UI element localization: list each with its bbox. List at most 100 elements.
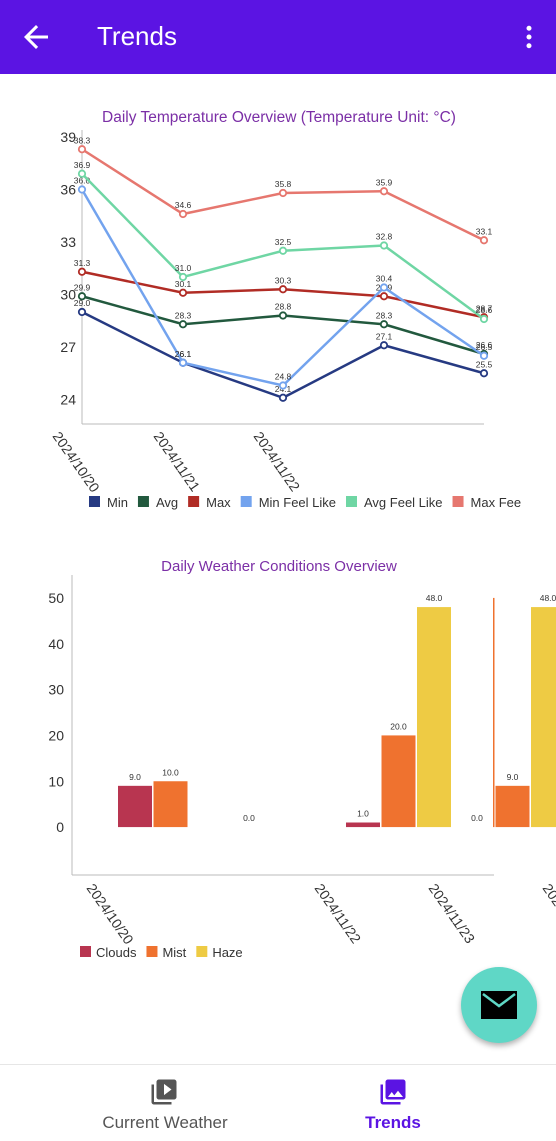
bar <box>346 822 380 828</box>
data-label: 25.5 <box>476 359 493 369</box>
chart-title: Daily Temperature Overview (Temperature … <box>102 109 456 126</box>
bar-group: 1.0 20.0 48.0 <box>346 593 451 828</box>
data-label: 33.1 <box>476 226 493 236</box>
y-tick-label: 39 <box>60 129 76 145</box>
x-tick-label: 2024/11/22 <box>312 881 365 947</box>
legend-swatch <box>452 496 464 507</box>
series-min-feel-like: 36.0 26.1 24.8 30.4 26.5 <box>74 176 493 390</box>
bottom-navigation: Current Weather Trends <box>0 1064 556 1141</box>
data-label: 36.0 <box>74 176 91 186</box>
y-tick-label: 33 <box>60 234 76 250</box>
data-label: 31.3 <box>74 258 91 268</box>
data-point <box>479 314 489 324</box>
series-avg-feel-like: 36.9 31.0 32.5 32.8 28.6 <box>74 160 493 324</box>
data-point <box>77 267 87 276</box>
data-point <box>379 283 389 292</box>
data-point <box>379 320 389 329</box>
data-label: 26.1 <box>175 349 192 359</box>
temperature-line-chart: Daily Temperature Overview (Temperature … <box>50 109 522 510</box>
data-label: 30.1 <box>175 279 192 289</box>
data-point <box>278 246 288 255</box>
chart-title: Daily Weather Conditions Overview <box>161 558 397 575</box>
more-vert-icon[interactable] <box>514 19 544 55</box>
data-point <box>379 341 389 350</box>
series-avg: 29.9 28.3 28.8 28.3 26.6 <box>74 282 493 359</box>
data-point <box>178 209 188 219</box>
data-label: 38.3 <box>74 135 91 145</box>
data-label: 20.0 <box>390 721 407 731</box>
data-point <box>479 351 489 360</box>
bar <box>417 607 451 828</box>
data-label: 1.0 <box>357 809 369 819</box>
data-label: 32.8 <box>376 232 393 242</box>
legend-label: Avg <box>156 495 178 510</box>
video-library-icon <box>151 1079 177 1105</box>
bar <box>118 785 152 828</box>
bar-group: 9.0 10.0 <box>118 767 188 828</box>
legend: Clouds Mist Haze <box>80 945 243 960</box>
nav-current-weather-label: Current Weather <box>102 1113 228 1132</box>
bar-group: 0.0 9.0 48.0 <box>471 593 556 828</box>
data-label: 28.3 <box>376 310 393 320</box>
bar <box>531 607 556 828</box>
back-arrow-icon[interactable] <box>18 19 54 55</box>
data-point <box>278 285 288 294</box>
data-point <box>77 145 87 154</box>
data-label: 10.0 <box>162 767 179 777</box>
x-tick-label: 2024/11/21 <box>151 429 204 495</box>
bar <box>495 785 530 828</box>
data-point <box>178 320 188 329</box>
data-label: 30.3 <box>275 275 292 285</box>
data-label: 35.8 <box>275 179 292 189</box>
data-point <box>278 188 288 198</box>
legend-swatch <box>188 496 200 507</box>
legend-swatch <box>89 496 100 507</box>
series-max-feel-like: 38.3 34.6 35.8 35.9 33.1 <box>74 135 493 245</box>
y-tick-label: 0 <box>56 819 64 835</box>
nav-trends[interactable]: Trends <box>300 1065 486 1141</box>
bar <box>493 597 495 828</box>
data-point <box>178 288 188 297</box>
email-fab[interactable] <box>461 967 537 1043</box>
data-label: 48.0 <box>426 593 443 603</box>
y-tick-label: 27 <box>60 339 76 355</box>
data-label: 30.4 <box>376 274 393 284</box>
legend-label: Mist <box>162 945 186 960</box>
weather-conditions-bar-chart: Daily Weather Conditions Overview 0 10 20 30… <box>48 558 556 960</box>
data-label: 29.0 <box>74 298 91 308</box>
data-label: 28.7 <box>476 303 493 313</box>
data-label: 32.5 <box>275 237 292 247</box>
legend-label: Min Feel Like <box>259 495 336 510</box>
data-label: 28.3 <box>175 310 192 320</box>
legend-swatch <box>80 946 91 957</box>
data-point <box>77 307 87 317</box>
x-tick-label: 2024/11/22 <box>251 429 304 495</box>
y-tick-label: 50 <box>48 590 64 606</box>
data-point <box>178 358 188 367</box>
data-label: 0.0 <box>471 813 483 823</box>
app-bar: Trends <box>0 0 556 74</box>
legend-swatch <box>196 946 208 957</box>
data-label: 27.1 <box>376 331 393 341</box>
data-point <box>379 241 389 250</box>
data-point <box>278 311 288 320</box>
legend-swatch <box>146 946 158 957</box>
data-point <box>479 236 489 245</box>
legend-label: Avg Feel Like <box>364 495 443 510</box>
photo-library-icon <box>380 1079 406 1105</box>
legend-label: Max Fee <box>471 495 522 510</box>
y-tick-label: 36 <box>60 182 76 198</box>
data-label: 24.8 <box>275 372 292 382</box>
email-icon <box>481 991 517 1019</box>
data-point <box>77 185 87 194</box>
y-tick-label: 10 <box>48 773 64 789</box>
x-tick-label: 2024/10/20 <box>50 429 103 496</box>
y-tick-label: 24 <box>60 392 76 408</box>
x-tick-label: 2024/11/23 <box>426 881 479 947</box>
data-point <box>278 381 288 390</box>
bar-group: 0.0 <box>493 597 495 828</box>
data-label: 0.0 <box>243 813 255 823</box>
nav-current-weather[interactable]: Current Weather <box>60 1065 270 1141</box>
legend-label: Haze <box>212 945 242 960</box>
legend-label: Clouds <box>96 945 137 960</box>
